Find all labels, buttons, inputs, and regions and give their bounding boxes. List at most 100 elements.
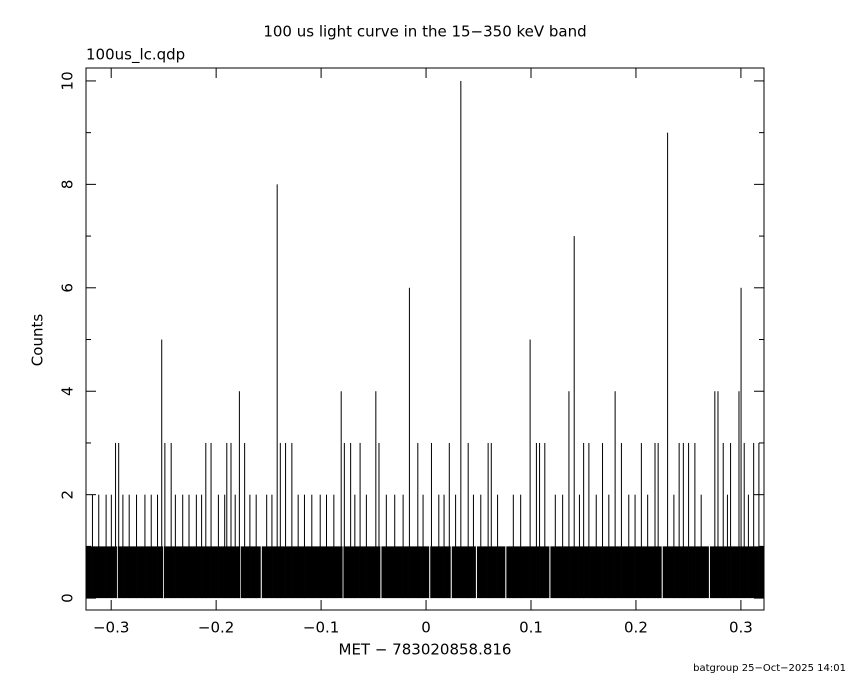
bin — [343, 442, 345, 599]
bin — [244, 546, 250, 599]
bin — [730, 442, 732, 599]
bin — [449, 546, 451, 599]
bin — [366, 546, 376, 599]
bin — [667, 132, 669, 599]
bin — [647, 494, 649, 599]
bin — [562, 494, 564, 599]
bin — [740, 287, 742, 599]
bin — [544, 546, 550, 599]
bin — [381, 546, 387, 599]
bin — [250, 546, 257, 599]
bars — [86, 80, 764, 599]
bin — [488, 546, 492, 599]
bin — [224, 546, 227, 599]
bin — [394, 546, 403, 599]
bin — [92, 546, 99, 599]
bin — [539, 442, 541, 599]
bin — [291, 442, 293, 599]
bin — [408, 287, 410, 599]
bin — [174, 494, 176, 599]
x-tick-label: 0.1 — [519, 619, 543, 637]
bin — [714, 546, 718, 599]
bin — [694, 442, 696, 599]
bin — [744, 546, 749, 599]
bin — [422, 494, 424, 599]
footer: batgroup 25−Oct−2025 14:01 — [693, 663, 846, 674]
bin — [741, 546, 745, 599]
x-axis-label: MET − 783020858.816 — [339, 641, 512, 659]
bin — [326, 494, 328, 599]
bin — [544, 442, 546, 599]
bin — [201, 494, 203, 599]
bin — [334, 546, 342, 599]
bin — [195, 494, 197, 599]
bin — [231, 546, 236, 599]
bin — [98, 546, 106, 599]
bin — [402, 494, 404, 599]
bin — [375, 391, 377, 599]
bin — [759, 546, 764, 599]
bin — [667, 546, 674, 599]
bin — [122, 494, 124, 599]
bin — [476, 546, 481, 599]
bin — [662, 546, 668, 599]
bin — [261, 546, 267, 599]
y-tick-label: 8 — [59, 180, 77, 190]
y-tick-label: 2 — [59, 490, 77, 500]
bin — [701, 546, 709, 599]
bin — [365, 494, 367, 599]
bin — [738, 391, 740, 599]
bin — [292, 546, 299, 599]
bin — [574, 546, 580, 599]
bin — [579, 546, 584, 599]
bin — [512, 494, 514, 599]
bin — [430, 546, 432, 599]
bin — [753, 546, 759, 599]
bin — [460, 80, 462, 599]
bin — [341, 546, 343, 599]
bin — [285, 546, 292, 599]
bin — [562, 546, 569, 599]
bin — [333, 494, 335, 599]
bin — [451, 546, 456, 599]
bin — [468, 546, 474, 599]
bin — [226, 442, 228, 599]
bin — [487, 442, 489, 599]
bin — [635, 546, 642, 599]
bin — [226, 546, 231, 599]
bin — [718, 546, 724, 599]
bin — [640, 442, 642, 599]
bin — [255, 494, 257, 599]
bin — [647, 546, 655, 599]
bin — [385, 494, 387, 599]
bin — [615, 546, 622, 599]
bin — [170, 442, 172, 599]
bin — [748, 546, 754, 599]
bin — [758, 442, 760, 599]
bin — [118, 442, 120, 599]
bin — [403, 546, 410, 599]
bin — [144, 494, 146, 599]
bin — [529, 339, 531, 599]
bin — [175, 546, 183, 599]
bin — [239, 546, 241, 599]
bin — [161, 339, 163, 599]
bin — [375, 546, 379, 599]
bin — [171, 546, 176, 599]
bin — [554, 494, 556, 599]
bin — [727, 546, 731, 599]
bin — [150, 494, 152, 599]
bin — [695, 546, 702, 599]
bin — [224, 494, 226, 599]
bin — [730, 546, 739, 599]
bin — [344, 546, 351, 599]
x-tick-label: 0.2 — [624, 619, 648, 637]
bin — [682, 442, 684, 599]
bin — [480, 546, 488, 599]
bin — [164, 442, 166, 599]
bin — [201, 546, 206, 599]
bin — [272, 546, 278, 599]
bin — [578, 494, 580, 599]
bin — [98, 494, 100, 599]
